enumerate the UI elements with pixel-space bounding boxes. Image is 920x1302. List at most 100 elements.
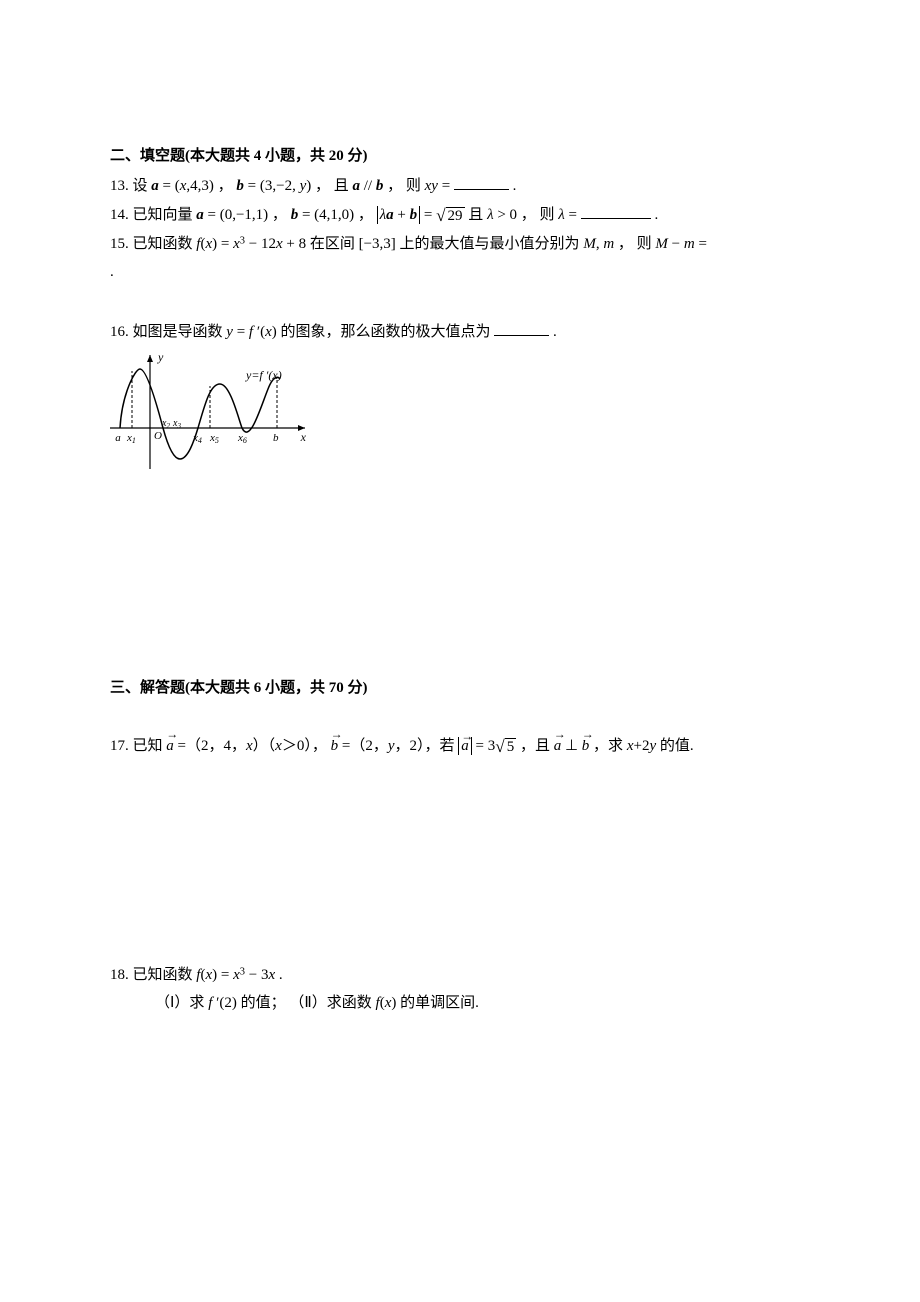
q15-eq: =	[695, 236, 707, 252]
q13-b2: b	[376, 178, 384, 194]
derivative-graph: y y=f ′(x) x a x1 O x2 x3 x4 x5 x6 b	[110, 349, 310, 479]
q14-end: .	[655, 207, 659, 223]
q13-eq-b: = (3,−2,	[248, 178, 300, 194]
q14-plus: +	[394, 207, 410, 223]
q14-gt0: > 0 ， 则	[497, 207, 558, 223]
q15-m2: m	[684, 236, 695, 252]
q18-part1: （Ⅰ）求	[155, 995, 208, 1011]
exam-page: 二、填空题(本大题共 4 小题，共 20 分) 13. 设 a = (x,4,3…	[0, 0, 920, 1302]
q14-eqend: =	[569, 207, 581, 223]
y-axis-label: y	[157, 350, 164, 364]
label-x1: x1	[126, 432, 136, 445]
spacer	[110, 537, 810, 677]
q14-and: 且	[468, 207, 487, 223]
q16-f: f	[249, 324, 257, 340]
q14-text-1: 已知向量	[133, 207, 197, 223]
q16-blank	[494, 320, 549, 336]
q17-and: ，且	[520, 738, 554, 754]
q18-close2: ) 的单调区间.	[391, 995, 479, 1011]
q14-lambda3: λ	[558, 207, 565, 223]
q13-blank	[454, 174, 509, 190]
q17-x: x	[246, 738, 253, 754]
q17-then: ，求	[593, 738, 627, 754]
q14-a: a	[196, 207, 204, 223]
question-14: 14. 已知向量 a = (0,−1,1) ， b = (4,1,0) ， λa…	[110, 203, 810, 227]
q13-text-1: 设	[133, 178, 152, 194]
q17-end: 的值.	[660, 738, 694, 754]
question-15: 15. 已知函数 f(x) = x3 − 12x + 8 在区间 [−3,3] …	[110, 233, 810, 256]
q17-sqrt: √5	[495, 738, 516, 756]
q14-sqrt-value: 29	[446, 207, 465, 225]
question-18-parts: （Ⅰ）求 f ′(2) 的值； （Ⅱ）求函数 f(x) 的单调区间.	[155, 992, 810, 1015]
spacer	[110, 290, 810, 320]
label-x4: x4	[192, 432, 202, 445]
q14-number: 14.	[110, 207, 133, 223]
q17-b2: →b	[582, 735, 590, 758]
q17-vector-a: →a	[166, 735, 174, 758]
q15-M2: M	[655, 236, 668, 252]
q15-x2: x	[276, 236, 283, 252]
q15-M: M	[583, 236, 596, 252]
q15-minus: − 12	[245, 236, 276, 252]
q13-eq-a2: ,4,3) ，	[186, 178, 236, 194]
label-a: a	[115, 432, 121, 444]
q14-sqrt: √29	[436, 207, 464, 225]
q15-number: 15.	[110, 236, 133, 252]
q18-text-1: 已知函数	[133, 967, 197, 983]
q18-f2: f	[208, 995, 216, 1011]
q18-minus: − 3	[245, 967, 268, 983]
question-17: 17. 已知 →a =（2，4，x）（x＞0）， →b =（2，y，2），若 →…	[110, 735, 810, 758]
q15-then: ， 则	[614, 236, 655, 252]
q13-eq: =	[442, 178, 454, 194]
y-axis-arrow	[147, 355, 153, 362]
q17-y2: y	[649, 738, 656, 754]
q17-a3: →a	[554, 735, 562, 758]
q13-parallel: //	[364, 178, 376, 194]
q13-a2: a	[353, 178, 361, 194]
curve-label: y=f ′(x)	[245, 368, 282, 382]
label-O: O	[154, 430, 162, 442]
q14-eq: =	[424, 207, 436, 223]
q17-eq-a: =（2，4，	[178, 738, 246, 754]
q17-x2: x	[275, 738, 282, 754]
q16-graph: y y=f ′(x) x a x1 O x2 x3 x4 x5 x6 b	[110, 349, 810, 487]
q13-vector-b: b	[236, 178, 244, 194]
spacer	[110, 764, 810, 964]
label-x2: x2	[161, 418, 170, 430]
q14-eq-a: = (0,−1,1) ，	[208, 207, 291, 223]
q13-eq-a: = (	[163, 178, 180, 194]
q13-eq-b2: ) ， 且	[306, 178, 352, 194]
section-3-heading: 三、解答题(本大题共 6 小题，共 70 分)	[110, 677, 810, 700]
q17-y: y	[388, 738, 395, 754]
q18-dot: .	[275, 967, 283, 983]
q16-text-1: 如图是导函数	[133, 324, 227, 340]
label-x5: x5	[209, 432, 219, 445]
question-18: 18. 已知函数 f(x) = x3 − 3x .	[110, 964, 810, 987]
label-b: b	[273, 432, 279, 444]
q17-number: 17.	[110, 738, 133, 754]
q13-text-2: ， 则	[387, 178, 425, 194]
q17-close-b: ，2），若	[395, 738, 459, 754]
question-16: 16. 如图是导函数 y = f ′(x) 的图象，那么函数的极大值点为 .	[110, 320, 810, 344]
question-13: 13. 设 a = (x,4,3) ， b = (3,−2, y) ， 且 a …	[110, 174, 810, 198]
q13-xy: xy	[425, 178, 438, 194]
question-15-dot: .	[110, 261, 810, 284]
q17-abs: →a	[458, 737, 472, 755]
q18-x3: x	[233, 967, 240, 983]
q17-eq-b: =（2，	[342, 738, 388, 754]
q16-x: x	[265, 324, 272, 340]
q18-close: ) =	[212, 967, 233, 983]
q14-b: b	[291, 207, 299, 223]
x-axis-label: x	[300, 430, 307, 444]
q15-x3: x	[233, 236, 240, 252]
q14-abs: λa + b	[377, 206, 420, 224]
q15-plus8: + 8 在区间 [−3,3] 上的最大值与最小值分别为	[283, 236, 584, 252]
q16-eq: =	[237, 324, 249, 340]
q15-minus2: −	[668, 236, 684, 252]
q13-vector-a: a	[151, 178, 159, 194]
q17-vector-b: →b	[331, 735, 339, 758]
q16-prime: ′(	[257, 324, 265, 340]
q17-eq: = 3	[476, 738, 496, 754]
q14-lambda2: λ	[487, 207, 494, 223]
q14-b2: b	[410, 207, 418, 223]
